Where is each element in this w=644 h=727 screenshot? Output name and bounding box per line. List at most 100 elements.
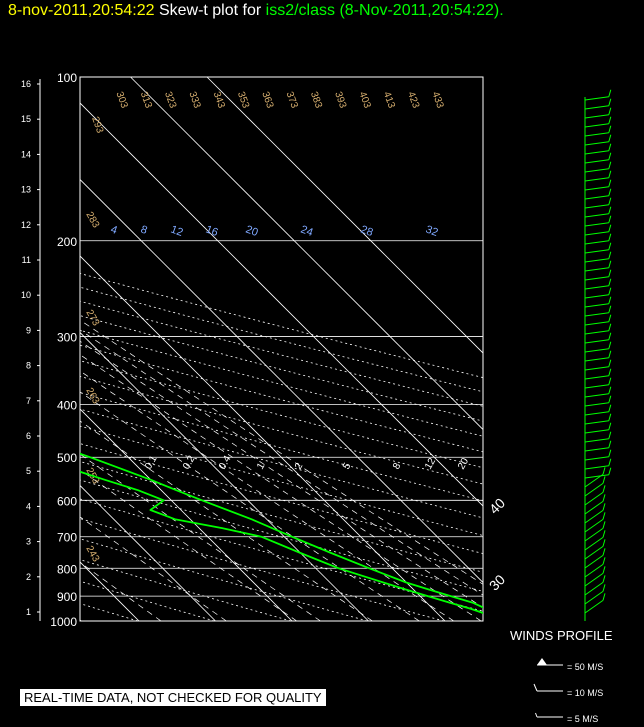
mixing-ratio-line: [80, 420, 373, 621]
wind-barb-flag: [608, 260, 612, 268]
theta-label: 313: [138, 90, 154, 110]
wind-barb-flag: [608, 368, 612, 376]
mixing-ratio-label: 28: [359, 224, 375, 239]
wind-barb-flag: [608, 377, 612, 385]
height-tick-label: 1: [26, 607, 31, 617]
wind-barb: [584, 429, 609, 434]
dry-adiabat-line: [80, 518, 445, 621]
wind-barb: [584, 159, 609, 164]
wind-barb-flag: [608, 341, 612, 349]
wind-barb: [584, 554, 604, 569]
wind-barb: [584, 357, 609, 362]
wind-barb-flag: [608, 404, 612, 412]
wind-barb: [584, 321, 609, 326]
wind-barb: [584, 204, 609, 209]
dry-adiabat-line: [80, 538, 368, 621]
theta-e-label: 2: [293, 461, 306, 472]
wind-barb-flag: [608, 170, 612, 178]
mixing-ratio-label: 12: [169, 224, 185, 239]
wind-barb-flag: [602, 485, 606, 493]
wind-barb: [584, 96, 609, 101]
wind-barb-flag: [602, 512, 606, 520]
wind-barb-flag: [608, 134, 612, 142]
wind-barb-flag: [602, 530, 606, 538]
theta-e-label: 12: [423, 456, 438, 472]
height-tick-label: 5: [26, 466, 31, 476]
wind-barb: [584, 473, 604, 488]
dry-adiabat-line: [80, 375, 483, 485]
wind-barb: [584, 509, 604, 524]
theta-label: 403: [356, 90, 372, 110]
wind-barb-flag: [608, 440, 612, 448]
theta-label: 263: [83, 386, 101, 406]
mixing-ratio-line: [80, 469, 297, 621]
mixing-ratio-line: [80, 516, 227, 621]
wind-barb: [584, 518, 604, 533]
theta-label: 333: [186, 90, 202, 110]
wind-barb: [584, 285, 609, 290]
plot-frame: [79, 76, 484, 622]
wind-barb: [584, 527, 604, 542]
theta-label: 323: [162, 90, 178, 110]
theta-label: 383: [308, 90, 324, 110]
wind-barb: [584, 267, 609, 272]
wind-barb-flag: [608, 278, 612, 286]
wind-barb-flag: [608, 116, 612, 124]
height-tick-label: 9: [26, 325, 31, 335]
wind-barb-flag: [608, 314, 612, 322]
wind-barb-flag: [602, 566, 606, 574]
wind-barb-flag: [608, 188, 612, 196]
theta-e-label: 0.1: [143, 454, 160, 472]
wind-barb-flag: [608, 458, 612, 466]
wind-barb: [584, 572, 604, 587]
wind-barb-flag: [608, 233, 612, 241]
theta-e-label: 5: [341, 461, 354, 472]
wind-barb: [584, 330, 609, 335]
wind-barb-flag: [608, 143, 612, 151]
wind-barb-flag: [608, 179, 612, 187]
isotherm-line: [80, 484, 216, 621]
isotherm-line: [80, 178, 483, 584]
wind-barb-flag: [608, 161, 612, 169]
wind-barb-flag: [608, 431, 612, 439]
wind-barb: [584, 393, 609, 398]
theta-label: 273: [83, 308, 101, 328]
wind-barb: [584, 447, 609, 452]
wind-legend-5: = 5 M/S: [567, 714, 599, 724]
wind-barb: [584, 150, 609, 155]
wind-barb: [584, 132, 609, 137]
pressure-tick-label: 500: [57, 451, 77, 465]
wind-barb-flag: [608, 224, 612, 232]
wind-barb: [584, 303, 609, 308]
wind-barb: [584, 168, 609, 173]
theta-e-label: 0.2: [181, 454, 198, 472]
isotherm-line: [206, 77, 483, 354]
theta-label: 243: [83, 544, 101, 564]
theta-label: 283: [83, 210, 101, 230]
wind-barb-flag: [602, 503, 606, 511]
theta-label: 433: [429, 90, 445, 110]
height-tick-label: 7: [26, 396, 31, 406]
theta-label: 363: [259, 90, 275, 110]
theta-e-label: 1: [255, 461, 268, 472]
mixing-ratio-line: [80, 453, 321, 621]
pressure-tick-label: 100: [57, 71, 77, 85]
wind-barb: [584, 482, 604, 497]
wind-barb-flag: [608, 296, 612, 304]
wind-barb: [584, 590, 604, 605]
winds-profile-title: WINDS PROFILE: [510, 628, 613, 643]
pressure-tick-label: 300: [57, 331, 77, 345]
wind-barb-flag: [608, 242, 612, 250]
wind-barb-flag: [602, 593, 606, 601]
isotherm-line: [80, 408, 293, 621]
wind-barb-flag: [608, 449, 612, 457]
wind-barb: [584, 114, 609, 119]
wind-barb-flag: [602, 521, 606, 529]
height-tick-label: 6: [26, 431, 31, 441]
wind-barb-flag: [608, 269, 612, 277]
wind-barb: [584, 474, 609, 479]
theta-label: 393: [332, 90, 348, 110]
wind-barb: [584, 465, 609, 470]
quality-disclaimer: REAL-TIME DATA, NOT CHECKED FOR QUALITY: [20, 689, 326, 706]
pressure-tick-label: 700: [57, 531, 77, 545]
